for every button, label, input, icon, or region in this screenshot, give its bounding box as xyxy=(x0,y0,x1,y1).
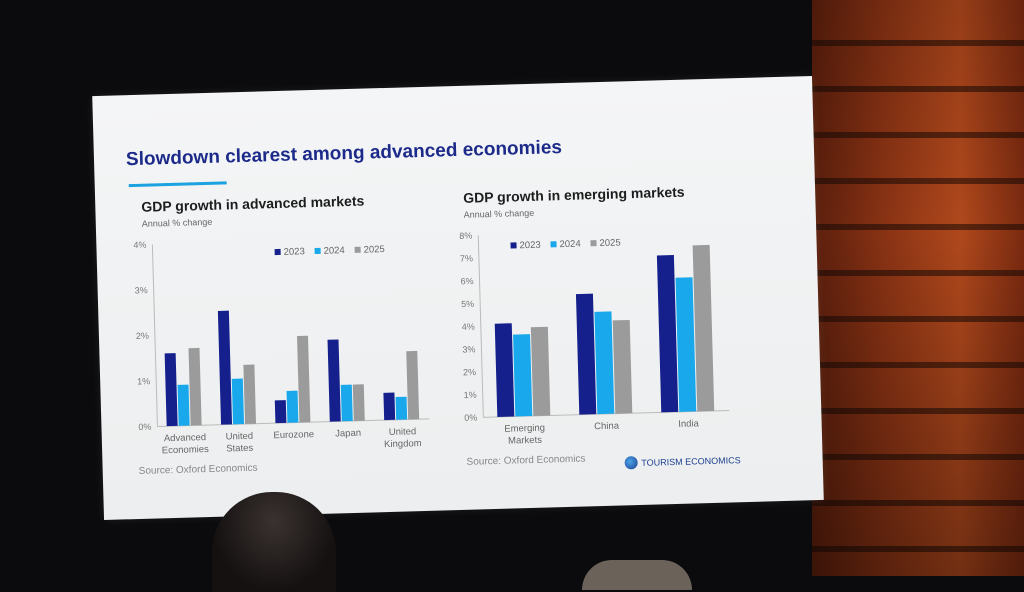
legend-label-2025: 2025 xyxy=(363,244,384,256)
x-tick-label: Markets xyxy=(508,435,542,447)
logo-text: TOURISM ECONOMICS xyxy=(641,454,741,468)
y-tick-label: 0% xyxy=(138,422,151,432)
bar-2023 xyxy=(164,353,178,427)
bar-2024 xyxy=(513,334,533,417)
y-tick-label: 0% xyxy=(464,413,477,423)
projection-screen: Slowdown clearest among advanced economi… xyxy=(92,76,824,520)
y-tick-label: 4% xyxy=(133,240,146,250)
bar-2023 xyxy=(494,323,515,417)
bar-2025 xyxy=(692,244,715,412)
chart-title-emerging: GDP growth in emerging markets xyxy=(462,183,685,206)
bar-2025 xyxy=(530,326,551,416)
y-axis-line xyxy=(477,235,484,418)
x-tick-label: Advanced xyxy=(164,432,207,444)
x-tick-label: Emerging xyxy=(504,423,545,435)
x-tick-label: Economies xyxy=(162,444,210,456)
chart-subtitle-emerging: Annual % change xyxy=(463,207,535,220)
audience-head xyxy=(212,492,336,592)
bar-2024 xyxy=(286,390,299,423)
bar-2025 xyxy=(188,347,202,426)
y-tick-label: 7% xyxy=(460,253,473,263)
slide-title: Slowdown clearest among advanced economi… xyxy=(125,137,563,171)
audience-head-2 xyxy=(582,560,692,590)
bar-2023 xyxy=(327,339,341,422)
legend-swatch-2023 xyxy=(274,248,281,256)
y-tick-label: 2% xyxy=(463,367,476,377)
advanced-markets-chart: 0%1%2%3%4%AdvancedEconomiesUnitedStatesE… xyxy=(133,240,430,456)
x-tick-label: United xyxy=(389,426,417,438)
bar-2025 xyxy=(406,350,420,420)
bar-2023 xyxy=(274,400,287,424)
y-axis-line xyxy=(151,244,158,427)
y-tick-label: 6% xyxy=(460,276,473,286)
tourism-economics-logo: TOURISM ECONOMICS xyxy=(624,453,741,470)
legend-swatch-2025 xyxy=(354,246,361,253)
bar-2025 xyxy=(296,335,311,423)
legend-swatch-2025 xyxy=(590,240,597,247)
bar-2023 xyxy=(217,310,233,425)
y-tick-label: 5% xyxy=(461,299,474,309)
bar-2024 xyxy=(594,311,615,415)
legend-label-2024: 2024 xyxy=(323,245,344,257)
bar-2024 xyxy=(675,277,697,412)
bar-2023 xyxy=(656,254,679,413)
bar-2025 xyxy=(352,384,365,421)
x-tick-label: Kingdom xyxy=(384,438,422,450)
x-tick-label: India xyxy=(678,418,700,430)
legend-label-2024: 2024 xyxy=(559,239,580,251)
globe-icon xyxy=(624,456,638,470)
bar-2024 xyxy=(340,384,353,422)
chart-title-advanced: GDP growth in advanced markets xyxy=(141,192,365,215)
y-tick-label: 3% xyxy=(135,285,148,295)
bar-2025 xyxy=(243,364,257,424)
wall-shadow xyxy=(812,0,1024,576)
chart-subtitle-advanced: Annual % change xyxy=(141,216,213,229)
legend-label-2025: 2025 xyxy=(599,237,620,249)
y-tick-label: 3% xyxy=(462,344,475,354)
source-emerging: Source: Oxford Economics xyxy=(466,453,586,468)
y-tick-label: 1% xyxy=(464,390,477,400)
x-tick-label: Eurozone xyxy=(273,429,314,441)
bar-2023 xyxy=(383,392,396,421)
legend-swatch-2023 xyxy=(510,242,517,249)
y-tick-label: 1% xyxy=(137,376,150,386)
bar-2024 xyxy=(177,384,190,426)
bar-2023 xyxy=(575,293,597,415)
x-tick-label: Japan xyxy=(335,428,361,440)
legend-label-2023: 2023 xyxy=(284,246,305,258)
legend-swatch-2024 xyxy=(314,247,321,254)
bar-2024 xyxy=(395,396,408,420)
x-tick-label: United xyxy=(226,431,254,443)
title-underline xyxy=(128,181,227,188)
y-tick-label: 8% xyxy=(459,231,472,241)
source-advanced: Source: Oxford Economics xyxy=(138,462,258,477)
legend-label-2023: 2023 xyxy=(519,240,540,252)
legend-swatch-2024 xyxy=(550,241,557,248)
y-tick-label: 4% xyxy=(462,322,475,332)
x-tick-label: China xyxy=(594,421,620,433)
x-tick-label: States xyxy=(226,443,253,455)
bar-2025 xyxy=(612,319,633,414)
bar-2024 xyxy=(231,378,245,425)
y-tick-label: 2% xyxy=(136,331,149,341)
wooden-wall xyxy=(812,0,1024,576)
